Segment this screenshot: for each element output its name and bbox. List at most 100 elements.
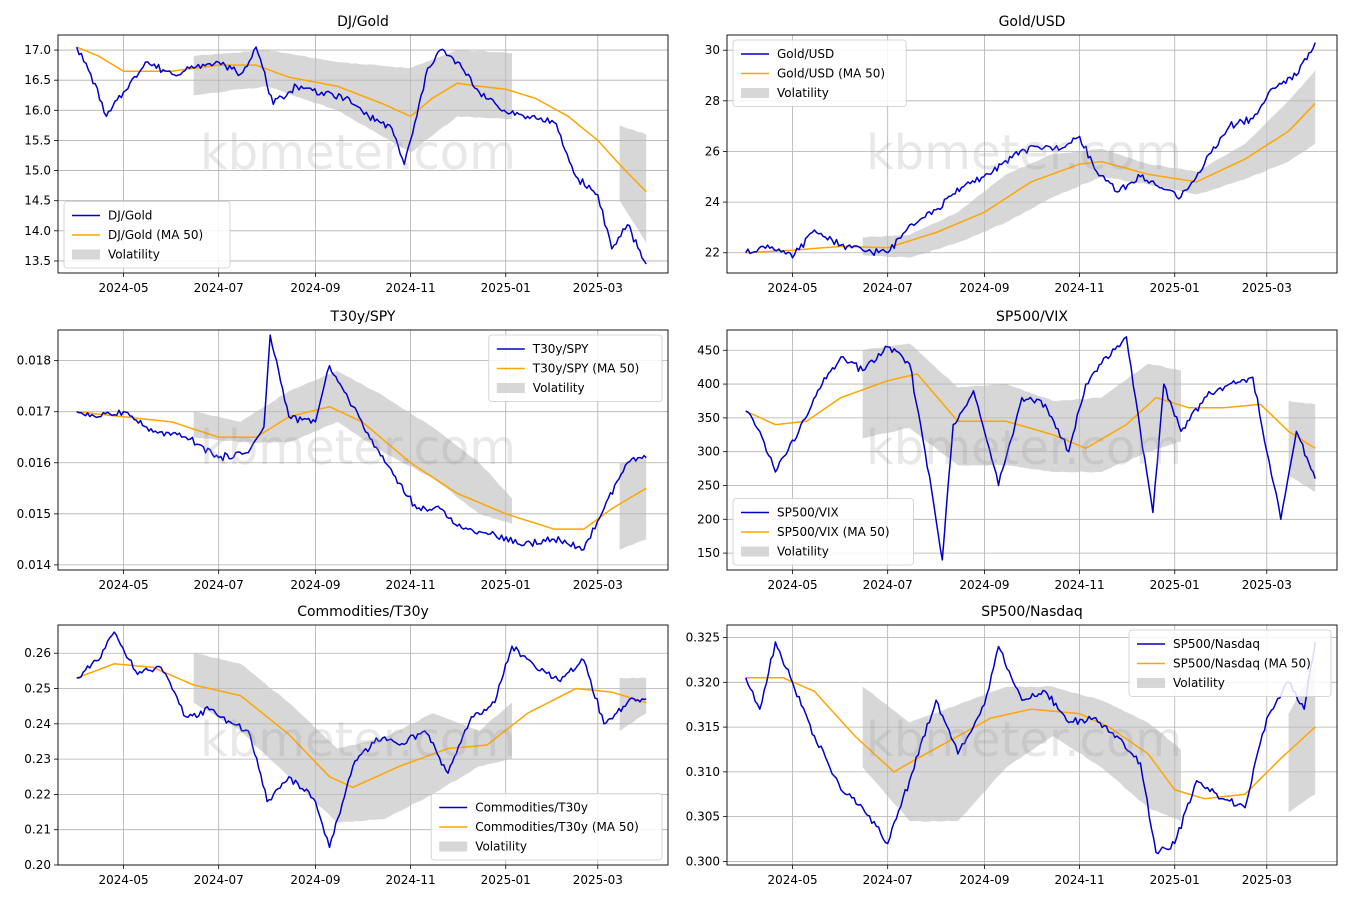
x-tick-label: 2024-05 — [98, 281, 148, 295]
x-tick-label: 2025-03 — [1242, 873, 1292, 887]
x-tick-label: 2024-09 — [290, 281, 340, 295]
y-tick-label: 0.25 — [24, 682, 51, 696]
ma-line — [745, 373, 1316, 450]
plot-area — [76, 334, 647, 551]
chart-title: SP500/Nasdaq — [981, 604, 1082, 620]
y-tick-label: 150 — [697, 546, 720, 560]
x-tick-label: 2025-01 — [1150, 873, 1200, 887]
volatility-band — [619, 457, 647, 550]
x-tick-label: 2025-01 — [1150, 281, 1200, 295]
legend-box — [1128, 629, 1332, 697]
x-tick-label: 2025-03 — [1242, 578, 1292, 592]
y-tick-label: 24 — [705, 195, 720, 209]
y-tick-label: 22 — [705, 246, 720, 260]
x-tick-label: 2024-09 — [959, 281, 1009, 295]
volatility-band — [862, 686, 1181, 822]
x-tick-label: 2024-05 — [767, 873, 817, 887]
y-tick-label: 16.0 — [24, 103, 51, 117]
x-tick-label: 2024-05 — [767, 281, 817, 295]
axes-frame — [726, 34, 1338, 274]
legend: DJ/Gold DJ/Gold (MA 50) Volatility — [63, 201, 231, 269]
y-tick-label: 16.5 — [24, 73, 51, 87]
x-tick-label: 2025-01 — [1150, 578, 1200, 592]
x-tick-label: 2024-09 — [959, 873, 1009, 887]
x-tick-label: 2024-11 — [1055, 281, 1105, 295]
volatility-band — [1288, 401, 1316, 493]
price-line — [745, 336, 1316, 561]
y-tick-label: 0.310 — [686, 765, 720, 779]
y-tick-label: 250 — [697, 478, 720, 492]
x-tick-label: 2024-11 — [386, 578, 436, 592]
y-tick-label: 26 — [705, 144, 720, 158]
ma-line — [76, 405, 647, 530]
legend-swatch — [741, 88, 769, 98]
volatility-band — [862, 70, 1316, 258]
legend: SP500/Nasdaq SP500/Nasdaq (MA 50) Volatili… — [1128, 629, 1332, 697]
legend-label: Commodities/T30y (MA 50) — [475, 820, 639, 834]
y-tick-label: 0.017 — [17, 405, 51, 419]
x-tick-label: 2025-03 — [1242, 281, 1292, 295]
y-tick-label: 28 — [705, 94, 720, 108]
y-tick-label: 0.26 — [24, 646, 51, 660]
x-tick-label: 2024-11 — [386, 873, 436, 887]
y-tick-label: 17.0 — [24, 43, 51, 57]
volatility-band — [193, 370, 512, 524]
legend-label: Volatility — [108, 248, 160, 262]
legend-box — [732, 498, 914, 566]
chart-panel: DJ/Gold 2024-05 2024-07 2024-09 2024-11 2025-… — [24, 14, 669, 295]
plot-area — [75, 46, 647, 265]
legend-label: Volatility — [777, 86, 829, 100]
legend-box — [488, 334, 663, 402]
y-tick-label: 0.305 — [686, 810, 720, 824]
legend-swatch — [1137, 678, 1165, 688]
x-tick-label: 2025-03 — [573, 281, 623, 295]
legend-label: DJ/Gold — [108, 209, 152, 223]
y-tick-label: 0.016 — [17, 456, 51, 470]
chart-panel: Gold/USD 2024-05 2024-07 2024-09 2024-11 2025… — [705, 14, 1338, 295]
chart-panel: Commodities/T30y 2024-05 2024-07 2024-09 202… — [24, 604, 669, 887]
plot-area — [744, 641, 1316, 855]
volatility-band — [862, 343, 1181, 473]
y-tick-label: 0.23 — [24, 752, 51, 766]
ma-line — [745, 102, 1316, 254]
x-tick-label: 2024-11 — [386, 281, 436, 295]
legend: Commodities/T30y Commodities/T30y (MA 50)… — [430, 793, 663, 861]
price-line — [745, 42, 1316, 259]
chart-panel: T30y/SPY 2024-05 2024-07 2024-09 2024-11 2025… — [17, 309, 669, 592]
legend-swatch — [741, 546, 769, 557]
y-tick-label: 0.20 — [24, 858, 51, 872]
y-tick-label: 0.014 — [17, 558, 51, 572]
legend-label: Commodities/T30y — [475, 801, 588, 815]
plot-area — [76, 631, 647, 849]
legend-swatch — [496, 383, 525, 393]
legend-label: SP500/Nasdaq (MA 50) — [1173, 657, 1311, 671]
chart-panel: SP500/Nasdaq 2024-05 2024-07 2024-09 2024-11… — [686, 604, 1338, 887]
y-tick-label: 0.325 — [686, 631, 720, 645]
axes-frame — [726, 624, 1338, 866]
x-tick-label: 2024-11 — [1055, 873, 1105, 887]
x-tick-label: 2024-07 — [863, 873, 913, 887]
y-tick-label: 0.21 — [24, 823, 51, 837]
legend: T30y/SPY T30y/SPY (MA 50) Volatility — [488, 334, 663, 402]
ma-line — [745, 677, 1316, 800]
price-line — [76, 631, 647, 849]
y-tick-label: 14.0 — [24, 224, 51, 238]
y-tick-label: 15.0 — [24, 164, 51, 178]
price-line — [76, 334, 647, 551]
legend-label: Volatility — [777, 545, 829, 559]
legend-swatch — [72, 249, 100, 260]
legend-label: Gold/USD — [777, 47, 834, 61]
price-line — [744, 641, 1316, 855]
x-tick-label: 2024-07 — [194, 873, 244, 887]
axes-frame — [726, 329, 1338, 571]
legend-box — [732, 39, 907, 107]
x-tick-label: 2024-07 — [863, 281, 913, 295]
x-tick-label: 2024-05 — [767, 578, 817, 592]
y-tick-label: 13.5 — [24, 254, 51, 268]
y-tick-label: 0.300 — [686, 854, 720, 868]
x-tick-label: 2025-01 — [481, 578, 531, 592]
chart-title: Commodities/T30y — [297, 604, 429, 620]
ma-line — [76, 663, 647, 789]
y-tick-label: 0.22 — [24, 787, 51, 801]
